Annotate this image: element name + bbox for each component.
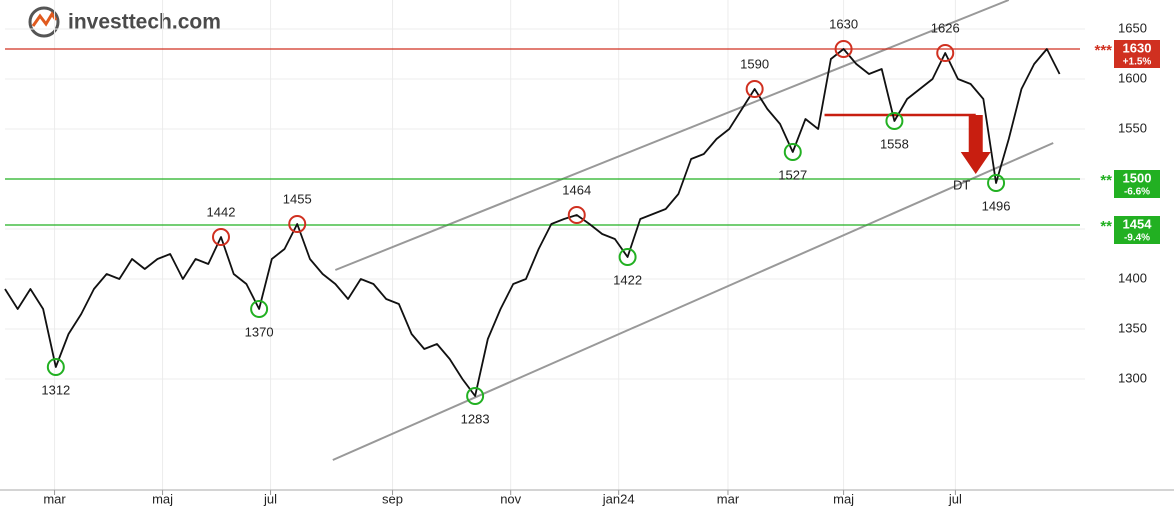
y-tick-label: 1350	[1118, 320, 1147, 335]
x-tick-label: mar	[43, 491, 66, 506]
y-tick-label: 1600	[1118, 70, 1147, 85]
x-tick-label: jan24	[602, 491, 635, 506]
y-tick-label: 1550	[1118, 120, 1147, 135]
level-stars: **	[1100, 172, 1112, 189]
trend-line	[332, 142, 1054, 461]
bottom-label: 1496	[982, 198, 1011, 213]
level-change: +1.5%	[1123, 57, 1152, 68]
bottom-marker	[46, 358, 65, 376]
top-label: 1630	[829, 16, 858, 31]
top-marker	[288, 215, 307, 233]
level-value: 1630	[1123, 40, 1152, 55]
top-label: 1442	[207, 204, 236, 219]
bottom-marker	[987, 174, 1006, 192]
bottom-marker	[466, 387, 485, 405]
level-value: 1500	[1123, 170, 1152, 185]
x-tick-label: nov	[500, 491, 521, 506]
top-marker	[745, 80, 764, 98]
bottom-label: 1527	[778, 167, 807, 182]
y-tick-label: 1400	[1118, 270, 1147, 285]
logo-icon-line	[31, 11, 58, 27]
level-change: -9.4%	[1124, 233, 1150, 244]
level-change: -6.6%	[1124, 187, 1150, 198]
top-marker	[834, 40, 853, 58]
x-tick-label: mar	[717, 491, 740, 506]
x-tick-label: maj	[152, 491, 173, 506]
top-marker	[936, 44, 955, 62]
logo: investtech.com	[28, 6, 221, 38]
bottom-label: 1558	[880, 136, 909, 151]
x-tick-label: jul	[263, 491, 277, 506]
logo-text: investtech.com	[68, 11, 221, 34]
logo-icon	[28, 6, 60, 38]
x-tick-label: jul	[948, 491, 962, 506]
level-stars: ***	[1094, 42, 1112, 59]
y-tick-label: 1300	[1118, 370, 1147, 385]
bottom-marker	[783, 143, 802, 161]
level-stars: **	[1100, 218, 1112, 235]
level-value: 1454	[1123, 216, 1153, 231]
bottom-label: 1370	[245, 324, 274, 339]
x-tick-label: maj	[833, 491, 854, 506]
bottom-marker	[618, 248, 637, 266]
top-label: 1464	[562, 182, 591, 197]
signal-arrow	[960, 115, 991, 174]
price-line	[4, 48, 1061, 397]
bottom-label: 1312	[41, 382, 70, 397]
signal-label: DT	[953, 177, 970, 192]
y-tick-label: 1650	[1118, 20, 1147, 35]
level-box	[1114, 170, 1160, 198]
bottom-label: 1283	[461, 411, 490, 426]
top-label: 1626	[931, 20, 960, 35]
top-marker	[567, 206, 586, 224]
top-marker	[212, 228, 230, 246]
level-box	[1114, 216, 1160, 244]
bottom-marker	[885, 112, 904, 130]
level-box	[1114, 40, 1160, 68]
bottom-label: 1422	[613, 272, 642, 287]
x-tick-label: sep	[382, 491, 403, 506]
bottom-marker	[250, 300, 269, 318]
top-label: 1590	[740, 56, 769, 71]
top-label: 1455	[283, 191, 312, 206]
